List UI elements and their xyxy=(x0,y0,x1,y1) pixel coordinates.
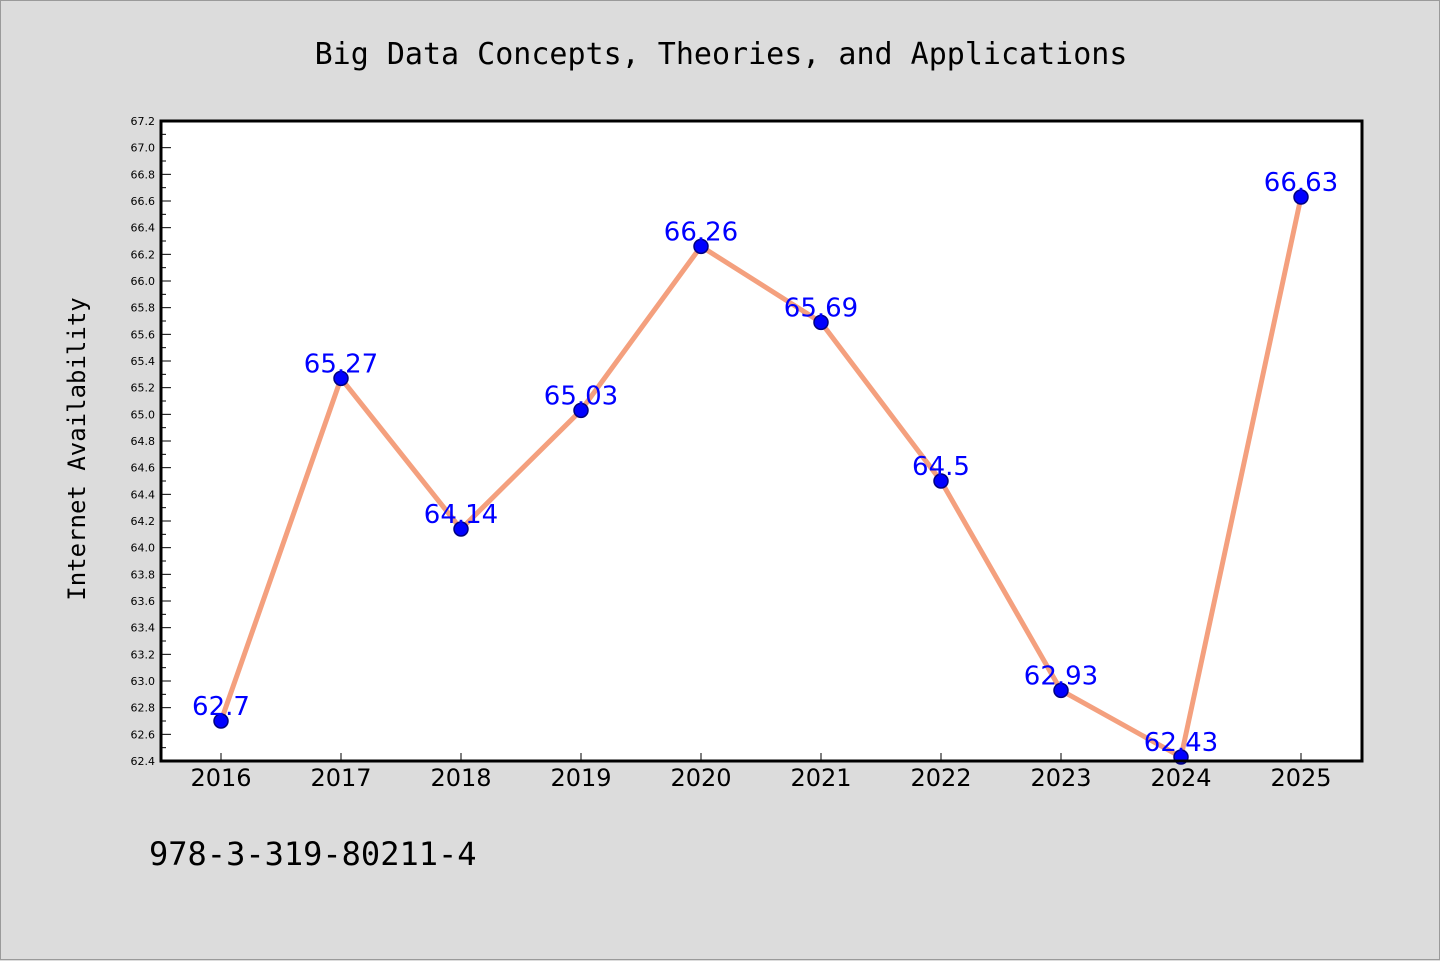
y-tick-label: 66.8 xyxy=(131,168,156,181)
y-tick-label: 66.4 xyxy=(131,222,156,235)
data-label: 64.5 xyxy=(912,452,970,482)
data-point xyxy=(573,402,589,419)
y-tick-label: 63.4 xyxy=(131,622,156,635)
data-label: 65.03 xyxy=(544,381,618,411)
y-tick-label: 67.2 xyxy=(131,115,156,128)
y-tick-label: 63.2 xyxy=(131,648,156,661)
data-label: 66.63 xyxy=(1264,168,1338,198)
x-tick-label: 2019 xyxy=(550,764,611,792)
y-tick-label: 62.4 xyxy=(131,755,156,768)
x-tick-label: 2024 xyxy=(1150,764,1211,792)
y-tick-label: 64.8 xyxy=(131,435,156,448)
data-point xyxy=(453,521,469,537)
chart-title: Big Data Concepts, Theories, and Applica… xyxy=(315,37,1128,72)
data-point xyxy=(1293,189,1309,205)
x-tick-label: 2021 xyxy=(790,764,851,792)
data-label: 62.93 xyxy=(1024,661,1098,691)
plot-area xyxy=(161,121,1362,761)
data-label: 66.26 xyxy=(664,217,738,247)
data-label: 65.27 xyxy=(304,349,378,379)
data-label: 65.69 xyxy=(784,293,858,323)
y-tick-label: 63.6 xyxy=(131,595,156,608)
y-tick-label: 66.0 xyxy=(131,275,156,288)
data-point xyxy=(933,473,949,489)
y-tick-label: 64.4 xyxy=(131,488,156,501)
x-tick-label: 2017 xyxy=(310,764,371,792)
y-tick-label: 62.8 xyxy=(131,702,156,715)
y-tick-label: 65.8 xyxy=(131,302,156,315)
series-line xyxy=(218,194,1304,760)
y-tick-label: 64.6 xyxy=(131,462,156,475)
x-tick-label: 2025 xyxy=(1270,764,1331,792)
x-tick-label: 2023 xyxy=(1030,764,1091,792)
data-label: 62.43 xyxy=(1144,728,1218,758)
y-axis: 62.4 62.6 62.8 63.0 63.2 63.4 63.6 63.8 64.0 64.2… xyxy=(131,115,171,768)
x-tick-label: 2022 xyxy=(910,764,971,792)
y-tick-label: 67.0 xyxy=(131,142,156,155)
y-tick-label: 65.4 xyxy=(131,355,156,368)
data-point xyxy=(333,370,349,387)
y-tick-label: 63.8 xyxy=(131,568,156,581)
y-tick-label: 65.6 xyxy=(131,328,156,341)
data-label: 64.14 xyxy=(424,500,498,530)
data-label: 62.7 xyxy=(192,692,250,722)
y-tick-label: 66.6 xyxy=(131,195,156,208)
x-tick-label: 2016 xyxy=(190,764,251,792)
data-point xyxy=(1053,682,1069,699)
y-tick-label: 65.0 xyxy=(131,408,156,421)
y-tick-label: 62.6 xyxy=(131,728,156,741)
y-tick-label: 65.2 xyxy=(131,382,156,395)
y-tick-label: 64.2 xyxy=(131,515,156,528)
data-point xyxy=(813,314,829,331)
isbn-footer: 978-3-319-80211-4 xyxy=(149,835,477,873)
y-axis-label: Internet Availability xyxy=(63,297,91,600)
x-tick-label: 2018 xyxy=(430,764,491,792)
x-axis: 2016 2017 2018 2019 2020 2021 2022 2023 2024 2025 xyxy=(190,753,1332,792)
y-tick-label: 63.0 xyxy=(131,675,156,688)
data-point xyxy=(213,713,229,729)
plot-border xyxy=(159,119,1364,763)
x-tick-label: 2020 xyxy=(670,764,731,792)
y-tick-label: 66.2 xyxy=(131,248,156,261)
y-tick-label: 64.0 xyxy=(131,542,156,555)
series-layer: 62.7 65.27 64.14 65.03 66.26 65.69 64.5 62.93 62… xyxy=(192,168,1338,765)
data-point xyxy=(693,238,709,255)
